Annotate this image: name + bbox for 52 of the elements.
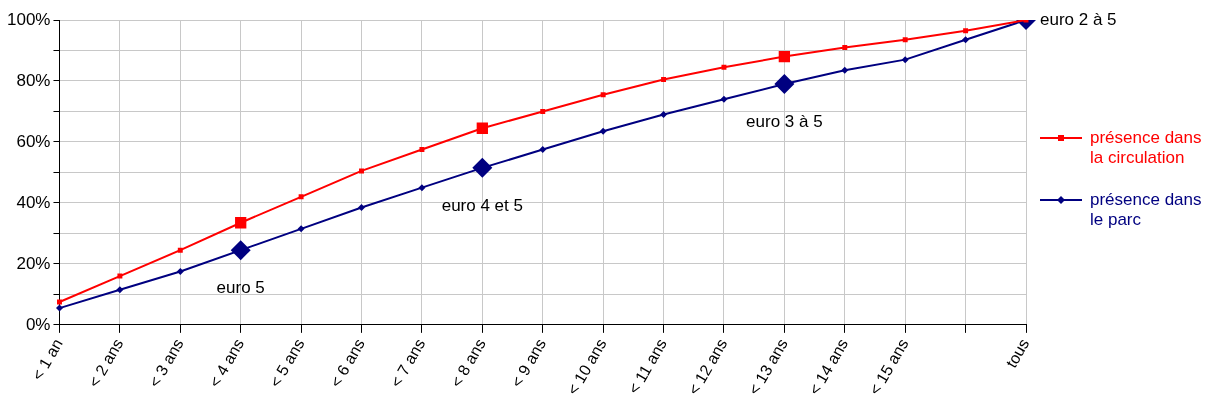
point (55, 304, 63, 312)
point (418, 184, 426, 192)
y-tick-label: 60% (16, 131, 51, 151)
legend-label: présence dans la circulation (1090, 128, 1203, 168)
point (841, 66, 849, 74)
x-tick-label: < 10 ans (563, 335, 610, 398)
point (721, 64, 727, 70)
point (358, 203, 366, 211)
point (177, 247, 183, 253)
y-tick-label: 0% (25, 314, 51, 334)
x-tick-label: < 12 ans (684, 335, 731, 398)
x-tick-label: < 13 ans (745, 335, 791, 398)
legend-label: présence dans le parc (1090, 190, 1203, 230)
annotation: euro 5 (216, 277, 265, 297)
x-tick-label: < 15 ans (865, 335, 912, 398)
point (600, 92, 606, 98)
y-tick-label: 40% (16, 192, 51, 212)
x-tick-label: < 3 ans (145, 335, 187, 391)
point (117, 273, 123, 279)
point (298, 194, 304, 200)
point (419, 147, 425, 153)
x-tick-label: < 8 ans (447, 335, 489, 391)
point (661, 76, 667, 82)
annotation: euro 3 à 5 (746, 111, 823, 131)
point (359, 168, 364, 174)
x-tick-label: < 6 ans (326, 335, 368, 391)
point (902, 37, 908, 43)
point (116, 286, 124, 294)
point (540, 108, 546, 114)
x-tick-label: < 4 ans (205, 335, 248, 391)
point (599, 127, 607, 135)
annotation: euro 4 et 5 (441, 195, 523, 215)
point (660, 111, 668, 119)
point (539, 146, 547, 154)
x-tick-label: < 1 an (28, 335, 66, 384)
point (297, 225, 305, 233)
point (901, 56, 909, 64)
point (962, 36, 970, 44)
x-tick-label: < 7 ans (387, 335, 429, 391)
x-tick-label: < 9 ans (507, 335, 550, 391)
y-tick-label: 100% (7, 9, 51, 29)
y-tick-label: 20% (16, 253, 51, 273)
point (176, 268, 184, 276)
annotation: euro 2 à 5 (1040, 9, 1117, 29)
x-tick-label: < 14 ans (805, 335, 852, 398)
x-tick-label: < 11 ans (624, 335, 670, 397)
point (963, 28, 969, 34)
x-tick-label: < 2 ans (85, 335, 127, 391)
y-tick-label: 80% (16, 70, 51, 90)
point (720, 95, 728, 103)
x-tick-label: < 5 ans (266, 335, 308, 391)
point (842, 44, 848, 50)
